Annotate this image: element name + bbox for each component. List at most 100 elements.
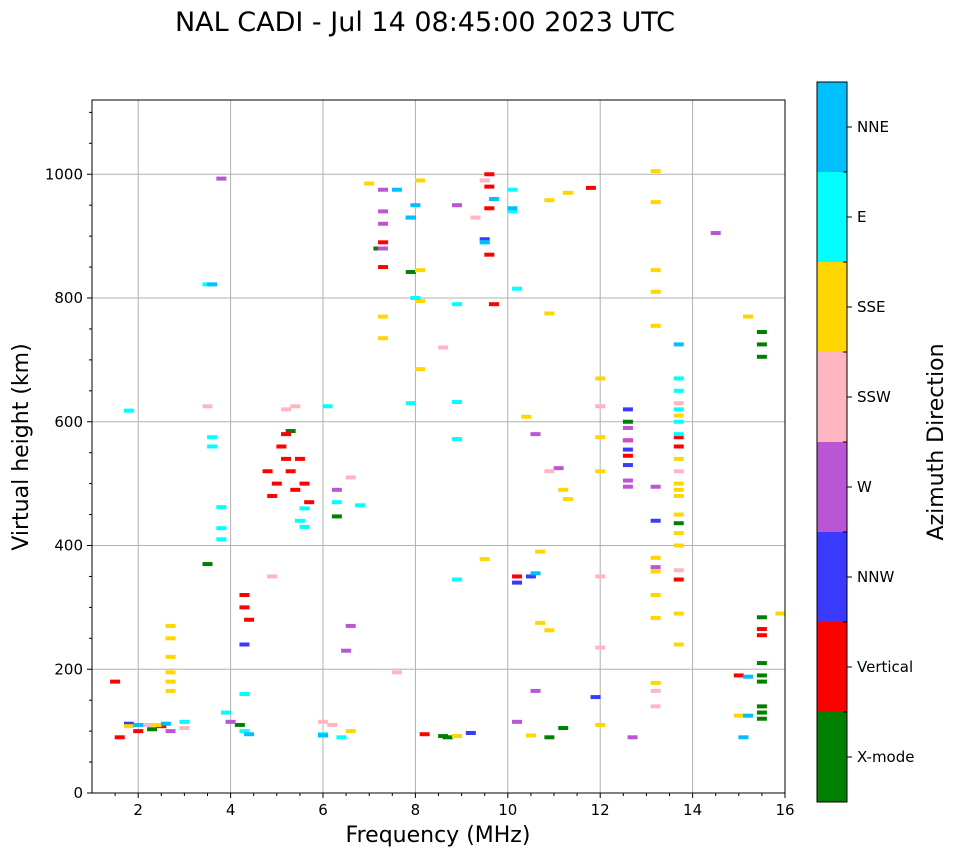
- data-point-e: [216, 505, 227, 510]
- data-point-w: [331, 487, 342, 492]
- data-point-nne: [530, 571, 541, 576]
- colorbar-swatch: [817, 172, 847, 262]
- data-point-e: [336, 735, 347, 740]
- data-point-nne: [507, 206, 518, 211]
- data-point-e: [220, 710, 231, 715]
- data-point-sse: [673, 642, 684, 647]
- data-point-x-mode: [147, 727, 158, 732]
- data-point-nnw: [590, 695, 601, 700]
- data-point-vertical: [756, 627, 767, 632]
- data-point-sse: [562, 497, 573, 502]
- data-point-vertical: [756, 633, 767, 638]
- data-point-nnw: [239, 642, 250, 647]
- data-point-ssw: [267, 574, 278, 579]
- data-point-sse: [525, 733, 536, 738]
- y-tick-label: 400: [54, 537, 83, 555]
- data-point-x-mode: [756, 354, 767, 359]
- x-tick-label: 6: [318, 801, 328, 819]
- data-point-sse: [743, 314, 754, 319]
- data-point-sse: [535, 620, 546, 625]
- data-point-ssw: [479, 178, 490, 183]
- data-point-w: [512, 719, 523, 724]
- data-point-nnw: [512, 580, 523, 585]
- data-point-sse: [165, 623, 176, 628]
- data-point-vertical: [512, 574, 523, 579]
- data-point-w: [710, 231, 721, 236]
- data-point-ssw: [544, 469, 555, 474]
- colorbar-swatch: [817, 442, 847, 532]
- data-point-nnw: [465, 730, 476, 735]
- data-point-vertical: [378, 240, 389, 245]
- data-point-w: [378, 246, 389, 251]
- data-point-ssw: [673, 401, 684, 406]
- data-point-x-mode: [756, 342, 767, 347]
- data-point-e: [673, 376, 684, 381]
- data-point-nnw: [622, 407, 633, 412]
- data-point-w: [530, 688, 541, 693]
- data-point-w: [378, 209, 389, 214]
- data-point-sse: [650, 680, 661, 685]
- data-point-nne: [410, 203, 421, 208]
- data-point-sse: [415, 299, 426, 304]
- data-point-ssw: [470, 215, 481, 220]
- data-point-vertical: [239, 605, 250, 610]
- data-point-w: [622, 484, 633, 489]
- data-point-sse: [165, 636, 176, 641]
- data-point-vertical: [114, 735, 125, 740]
- data-point-w: [530, 432, 541, 437]
- data-point-vertical: [484, 252, 495, 257]
- colorbar-swatch: [817, 352, 847, 442]
- colorbar-label: Vertical: [857, 658, 913, 676]
- data-point-nnw: [525, 574, 536, 579]
- data-point-nne: [207, 282, 218, 287]
- data-point-vertical: [267, 494, 278, 498]
- y-tick-label: 600: [54, 413, 83, 431]
- data-point-vertical: [281, 432, 292, 437]
- data-point-x-mode: [558, 726, 569, 731]
- data-point-ssw: [391, 670, 402, 675]
- data-point-sse: [165, 679, 176, 684]
- data-point-e: [405, 401, 416, 406]
- data-point-sse: [775, 611, 786, 616]
- data-point-e: [673, 388, 684, 393]
- data-point-e: [299, 506, 310, 511]
- data-point-nne: [318, 733, 328, 738]
- data-point-vertical: [622, 453, 633, 458]
- data-point-vertical: [281, 456, 292, 461]
- data-point-w: [378, 187, 389, 192]
- data-point-vertical: [585, 185, 596, 190]
- data-point-e: [451, 437, 462, 442]
- x-axis-label: Frequency (MHz): [346, 823, 531, 848]
- colorbar-label: SSW: [857, 388, 891, 406]
- colorbar-label: W: [857, 478, 872, 496]
- data-point-x-mode: [756, 673, 767, 678]
- data-point-vertical: [304, 500, 315, 505]
- colorbar-swatch: [817, 82, 847, 172]
- data-point-vertical: [378, 265, 389, 270]
- data-point-e: [451, 302, 462, 307]
- data-point-sse: [673, 413, 684, 418]
- data-point-sse: [415, 367, 426, 372]
- data-point-sse: [650, 323, 661, 328]
- data-point-sse: [595, 376, 606, 381]
- x-tick-label: 8: [411, 801, 421, 819]
- data-point-sse: [673, 512, 684, 517]
- data-point-sse: [673, 611, 684, 616]
- colorbar-label: E: [857, 208, 866, 226]
- y-axis-label: Virtual height (km): [9, 343, 34, 550]
- data-point-sse: [165, 688, 176, 693]
- data-point-sse: [451, 734, 462, 739]
- data-point-nne: [488, 197, 499, 201]
- colorbar-label: NNW: [857, 568, 894, 586]
- data-point-x-mode: [673, 521, 684, 526]
- data-point-sse: [544, 311, 555, 316]
- data-point-vertical: [733, 673, 744, 678]
- data-point-sse: [558, 487, 569, 492]
- data-point-ssw: [179, 726, 190, 731]
- data-point-e: [410, 296, 421, 300]
- data-point-sse: [378, 314, 389, 319]
- data-point-sse: [595, 722, 606, 727]
- data-point-e: [673, 432, 684, 437]
- data-point-w: [378, 221, 389, 226]
